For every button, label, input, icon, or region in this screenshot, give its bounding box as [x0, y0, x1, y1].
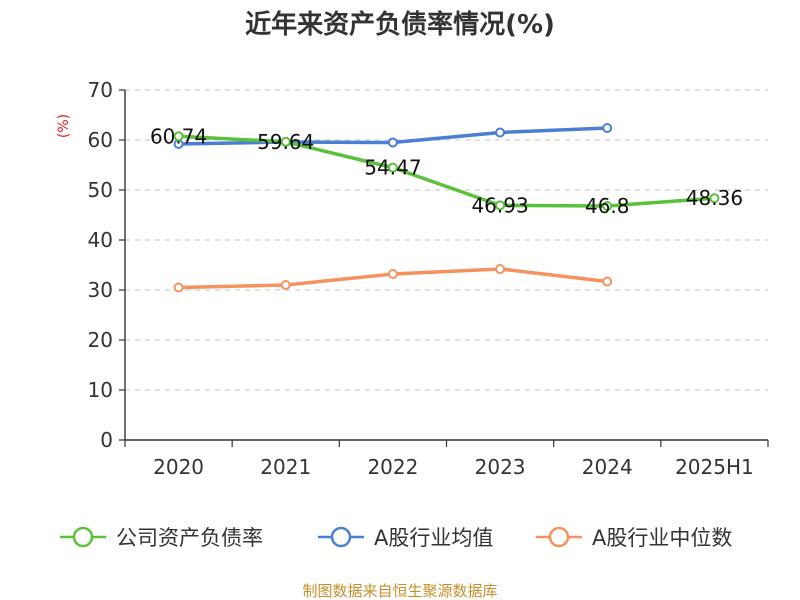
data-label: 46.8 [585, 194, 630, 218]
legend-item: A股行业均值 [318, 526, 493, 550]
data-point [387, 162, 398, 173]
legend: 公司资产负债率 A股行业均值 A股行业中位数 [60, 526, 732, 550]
y-tick-label: 40 [88, 228, 113, 252]
data-label: 48.36 [686, 186, 743, 210]
series-lines [173, 123, 720, 293]
data-point [495, 200, 506, 211]
x-tick-label: 2020 [153, 455, 204, 479]
data-label: 46.93 [471, 193, 528, 217]
y-tick-label: 10 [88, 378, 113, 402]
data-point [495, 127, 506, 138]
data-label: 54.47 [364, 156, 421, 180]
grid-lines [125, 89, 768, 391]
legend-item: A股行业中位数 [536, 526, 732, 550]
x-tick-label: 2021 [260, 455, 311, 479]
legend-marker [548, 526, 570, 548]
source-note: 制图数据来自恒生聚源数据库 [302, 582, 497, 600]
y-tick-label: 30 [88, 278, 113, 302]
data-point [280, 136, 291, 147]
axes: 0 10 20 30 40 50 60 70 2020 2021 2022 2023 2024 2025H… [88, 78, 769, 479]
data-point [387, 269, 398, 279]
x-tick-label: 2025H1 [675, 455, 754, 479]
data-labels: 60.74 59.64 54.47 46.93 46.8 48.36 [150, 124, 743, 218]
data-point [387, 137, 398, 148]
data-label: 59.64 [257, 130, 314, 154]
legend-item: 公司资产负债率 [60, 526, 263, 550]
y-tick-label: 20 [88, 328, 113, 352]
x-tick-label: 2023 [475, 455, 526, 479]
data-point [602, 201, 613, 211]
data-point [602, 276, 613, 287]
y-tick-label: 0 [100, 428, 113, 452]
data-point [709, 193, 720, 204]
y-tick-label: 50 [88, 178, 113, 202]
legend-label: 公司资产负债率 [116, 526, 263, 550]
data-point [495, 264, 506, 274]
y-tick-label: 60 [88, 128, 113, 152]
legend-label: A股行业中位数 [592, 526, 732, 550]
legend-marker [330, 526, 352, 548]
x-tick-label: 2024 [582, 455, 633, 479]
data-point [173, 131, 184, 142]
x-tick-label: 2022 [367, 455, 418, 479]
data-point [280, 280, 291, 290]
series-line-0 [176, 134, 717, 208]
legend-label: A股行业均值 [374, 526, 493, 550]
legend-marker [72, 526, 94, 548]
data-point [173, 282, 184, 293]
data-label: 60.74 [150, 124, 207, 148]
data-point [602, 123, 613, 133]
y-axis-label: (%) [56, 114, 72, 138]
y-tick-label: 70 [88, 78, 113, 102]
chart-title: 近年来资产负债率情况(%) [245, 9, 555, 40]
